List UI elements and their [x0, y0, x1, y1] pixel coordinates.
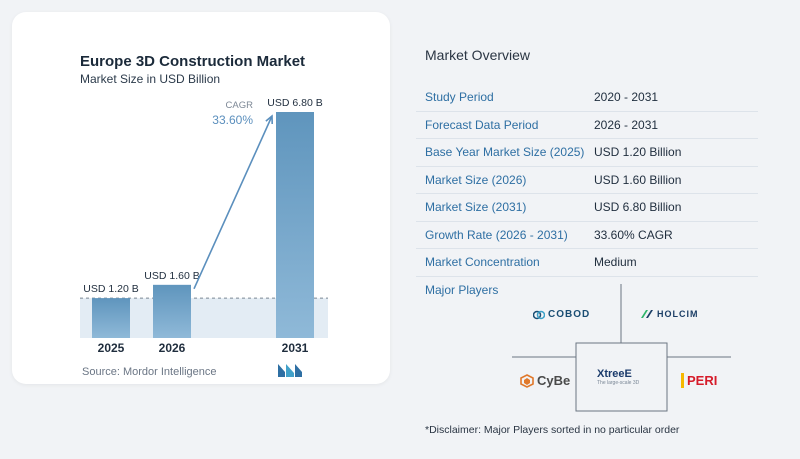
player-name: CyBe — [537, 373, 571, 388]
overview-row: Market Concentration Medium — [416, 249, 758, 277]
cobod-icon — [533, 310, 545, 319]
x-tick-label: 2025 — [98, 341, 125, 355]
overview-value: 2026 - 2031 — [594, 117, 659, 132]
cagr-value: 33.60% — [212, 113, 253, 127]
disclaimer-text: *Disclaimer: Major Players sorted in no … — [425, 424, 680, 436]
player-logo-holcim: HOLCIM — [640, 309, 699, 319]
bar-2025 — [92, 298, 130, 338]
player-logo-cybe: CyBe — [520, 373, 570, 388]
overview-value: 2020 - 2031 — [594, 90, 659, 105]
mordor-logo-icon — [278, 364, 302, 377]
xtreee-tagline: The large-scale 3D — [597, 380, 640, 386]
overview-value: 33.60% CAGR — [594, 227, 673, 242]
overview-value: Medium — [594, 255, 637, 270]
overview-row: Growth Rate (2026 - 2031) 33.60% CAGR — [416, 222, 758, 249]
holcim-icon — [641, 310, 653, 318]
player-logo-peri: PERI — [681, 373, 717, 388]
overview-value: USD 1.20 Billion — [594, 145, 682, 160]
player-logo-cobod: COBOD — [533, 309, 590, 320]
player-name: PERI — [687, 373, 718, 388]
overview-label: Market Size (2026) — [425, 172, 527, 187]
overview-value: USD 6.80 Billion — [594, 200, 682, 215]
overview-table: Study Period 2020 - 2031 Forecast Data P… — [416, 84, 758, 277]
overview-label: Base Year Market Size (2025) — [425, 145, 585, 160]
overview-row: Market Size (2026) USD 1.60 Billion — [416, 167, 758, 194]
overview-label: Study Period — [425, 90, 494, 105]
overview-title: Market Overview — [425, 47, 531, 63]
data-label: USD 1.20 B — [83, 283, 138, 295]
cagr-label: CAGR — [226, 100, 254, 111]
x-tick-label: 2026 — [159, 341, 186, 355]
overview-label: Market Concentration — [425, 255, 540, 270]
player-name: HOLCIM — [657, 309, 699, 319]
cybe-icon — [520, 373, 534, 388]
data-label: USD 1.60 B — [144, 270, 199, 282]
player-logo-xtreee: XtreeE The large-scale 3D — [597, 368, 639, 386]
overview-label: Market Size (2031) — [425, 200, 527, 215]
player-name: XtreeE — [597, 368, 632, 380]
cagr-arrow-line — [193, 115, 273, 290]
cagr-arrow-head — [265, 114, 274, 125]
overview-label: Forecast Data Period — [425, 117, 539, 132]
overview-row: Base Year Market Size (2025) USD 1.20 Bi… — [416, 139, 758, 167]
data-label: USD 6.80 B — [267, 97, 322, 109]
bar-2031 — [276, 112, 314, 338]
players-title: Major Players — [425, 283, 499, 297]
player-name: COBOD — [548, 309, 591, 320]
overview-row: Market Size (2031) USD 6.80 Billion — [416, 194, 758, 222]
overview-row: Forecast Data Period 2026 - 2031 — [416, 112, 758, 139]
overview-label: Growth Rate (2026 - 2031) — [425, 227, 568, 242]
x-tick-label: 2031 — [282, 341, 309, 355]
bar-chart: USD 1.20 B 2025 USD 1.60 B 2026 USD 6.80 B 20… — [80, 97, 328, 355]
overview-row: Study Period 2020 - 2031 — [416, 84, 758, 112]
overview-value: USD 1.60 Billion — [594, 172, 682, 187]
source-text: Source: Mordor Intelligence — [82, 366, 217, 378]
bar-2026 — [153, 284, 191, 338]
chart-title: Europe 3D Construction Market — [80, 53, 306, 70]
chart-subtitle: Market Size in USD Billion — [80, 72, 221, 86]
